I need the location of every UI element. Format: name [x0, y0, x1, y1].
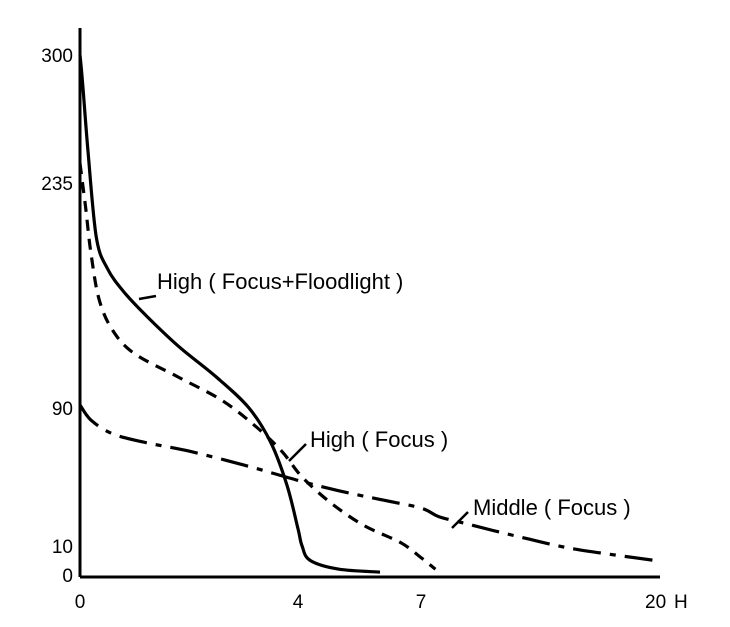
series-line-3 — [78, 403, 656, 563]
series-line-1 — [78, 54, 381, 574]
series-layer — [78, 54, 656, 574]
y-tick-label: 235 — [41, 174, 73, 195]
y-tick-label: 90 — [52, 399, 73, 420]
y-tick-label: 10 — [52, 537, 73, 558]
x-tick-label: 0 — [75, 592, 86, 613]
series-label-leader — [451, 511, 469, 529]
series-label-leader — [138, 294, 157, 301]
x-tick-label: 7 — [416, 592, 427, 613]
axes — [78, 28, 660, 579]
series-line-2 — [78, 163, 437, 571]
tick-layer: 0 10 90 235 300 0 4 7 20 H — [41, 46, 687, 613]
series-label-leader — [288, 443, 307, 462]
x-tick-label: 4 — [293, 592, 304, 613]
x-tick-label: 20 — [645, 592, 666, 613]
series-label: High ( Focus+Floodlight ) — [157, 269, 403, 294]
y-tick-label: 300 — [41, 46, 73, 67]
y-tick-label: 0 — [62, 566, 73, 587]
callout-layer: High ( Focus+Floodlight ) High ( Focus ) M… — [138, 269, 631, 529]
series-label: Middle ( Focus ) — [473, 495, 631, 520]
x-unit-label: H — [674, 592, 688, 613]
series-label: High ( Focus ) — [310, 427, 448, 452]
